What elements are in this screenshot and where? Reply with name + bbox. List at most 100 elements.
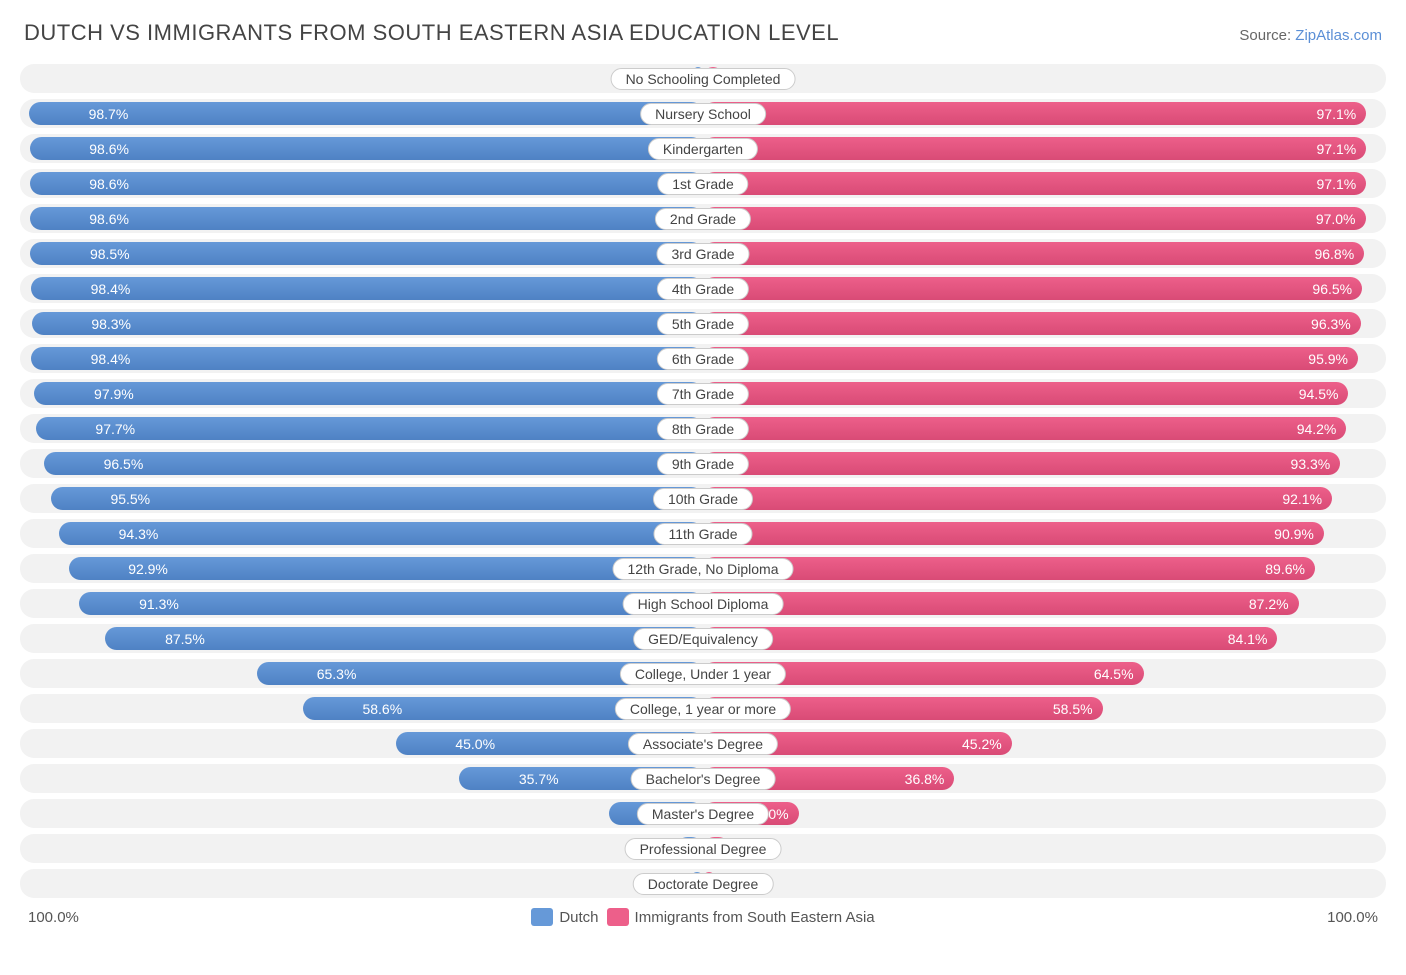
value-left: 98.6% <box>79 141 129 157</box>
legend: Dutch Immigrants from South Eastern Asia <box>531 908 874 926</box>
legend-label-dutch: Dutch <box>559 909 598 926</box>
category-label: Doctorate Degree <box>633 873 774 895</box>
value-left: 45.0% <box>445 736 495 752</box>
chart-row: 98.3% 96.3% 5th Grade <box>20 309 1386 338</box>
chart-row: 98.4% 95.9% 6th Grade <box>20 344 1386 373</box>
chart-row: 45.0%45.2%Associate's Degree <box>20 729 1386 758</box>
value-right: 94.2% <box>1297 421 1347 437</box>
chart-row: 97.9%94.5%7th Grade <box>20 379 1386 408</box>
bar-right <box>703 277 1362 300</box>
value-right: 96.8% <box>1314 246 1364 262</box>
value-left: 98.6% <box>79 176 129 192</box>
chart-row: 1.8%1.7%Doctorate Degree <box>20 869 1386 898</box>
chart-row: 58.6% 58.5% College, 1 year or more <box>20 694 1386 723</box>
category-label: Associate's Degree <box>628 733 778 755</box>
bar-right <box>703 312 1361 335</box>
value-right: 89.6% <box>1265 561 1315 577</box>
chart-row: 35.7% 36.8% Bachelor's Degree <box>20 764 1386 793</box>
category-label: 3rd Grade <box>656 243 749 265</box>
value-left: 65.3% <box>307 666 357 682</box>
chart-row: 98.6% 97.0% 2nd Grade <box>20 204 1386 233</box>
bar-left <box>30 172 703 195</box>
category-label: Kindergarten <box>648 138 758 160</box>
value-right: 97.1% <box>1317 176 1367 192</box>
value-right: 84.1% <box>1228 631 1278 647</box>
chart-row: 98.6% 97.1% Kindergarten <box>20 134 1386 163</box>
bar-right <box>703 522 1324 545</box>
chart-row: 1.4%2.9%No Schooling Completed <box>20 64 1386 93</box>
bar-right <box>703 172 1366 195</box>
bar-right <box>703 207 1366 230</box>
bar-right <box>703 452 1340 475</box>
category-label: 4th Grade <box>657 278 749 300</box>
legend-item-immigrants: Immigrants from South Eastern Asia <box>607 908 875 926</box>
bar-left <box>30 242 703 265</box>
value-left: 95.5% <box>100 491 150 507</box>
value-right: 96.3% <box>1311 316 1361 332</box>
category-label: 9th Grade <box>657 453 749 475</box>
bar-left <box>29 102 703 125</box>
value-right: 90.9% <box>1274 526 1324 542</box>
value-left: 97.7% <box>85 421 135 437</box>
bar-right <box>703 102 1366 125</box>
bar-left <box>30 137 703 160</box>
value-left: 94.3% <box>109 526 159 542</box>
value-left: 98.4% <box>81 281 131 297</box>
source-link[interactable]: ZipAtlas.com <box>1295 27 1382 44</box>
value-left: 35.7% <box>509 771 559 787</box>
category-label: No Schooling Completed <box>611 68 796 90</box>
value-right: 87.2% <box>1249 596 1299 612</box>
value-right: 58.5% <box>1053 701 1103 717</box>
value-right: 97.0% <box>1316 211 1366 227</box>
value-right: 94.5% <box>1299 386 1349 402</box>
chart-row: 98.6% 97.1% 1st Grade <box>20 169 1386 198</box>
legend-row: 100.0% Dutch Immigrants from South Easte… <box>20 908 1386 926</box>
category-label: College, 1 year or more <box>615 698 791 720</box>
chart-row: 65.3%64.5%College, Under 1 year <box>20 659 1386 688</box>
value-left: 58.6% <box>352 701 402 717</box>
value-left: 98.5% <box>80 246 130 262</box>
legend-item-dutch: Dutch <box>531 908 598 926</box>
value-left: 98.7% <box>79 106 129 122</box>
category-label: Bachelor's Degree <box>631 768 776 790</box>
axis-left-max: 100.0% <box>28 909 79 926</box>
bar-right <box>703 592 1299 615</box>
category-label: 6th Grade <box>657 348 749 370</box>
legend-swatch-dutch <box>531 908 553 926</box>
value-right: 96.5% <box>1312 281 1362 297</box>
category-label: GED/Equivalency <box>633 628 773 650</box>
legend-label-immigrants: Immigrants from South Eastern Asia <box>635 909 875 926</box>
value-left: 91.3% <box>129 596 179 612</box>
bar-right <box>703 137 1366 160</box>
category-label: 1st Grade <box>657 173 748 195</box>
value-right: 95.9% <box>1308 351 1358 367</box>
value-left: 92.9% <box>118 561 168 577</box>
bar-left <box>32 312 703 335</box>
legend-swatch-immigrants <box>607 908 629 926</box>
value-left: 87.5% <box>155 631 205 647</box>
chart-row: 92.9%89.6%12th Grade, No Diploma <box>20 554 1386 583</box>
bar-left <box>31 347 703 370</box>
bar-right <box>703 487 1332 510</box>
bar-left <box>34 382 703 405</box>
bar-right <box>703 382 1348 405</box>
bar-right <box>703 557 1315 580</box>
value-right: 36.8% <box>905 771 955 787</box>
value-left: 98.6% <box>79 211 129 227</box>
category-label: Nursery School <box>640 103 766 125</box>
category-label: 2nd Grade <box>655 208 751 230</box>
value-right: 97.1% <box>1317 106 1367 122</box>
chart-row: 95.5%92.1%10th Grade <box>20 484 1386 513</box>
chart-row: 4.0%4.0%Professional Degree <box>20 834 1386 863</box>
chart-header: DUTCH VS IMMIGRANTS FROM SOUTH EASTERN A… <box>20 20 1386 46</box>
category-label: 7th Grade <box>657 383 749 405</box>
axis-right-max: 100.0% <box>1327 909 1378 926</box>
value-left: 98.3% <box>81 316 131 332</box>
category-label: 5th Grade <box>657 313 749 335</box>
value-right: 64.5% <box>1094 666 1144 682</box>
value-right: 97.1% <box>1317 141 1367 157</box>
category-label: 11th Grade <box>653 523 752 545</box>
value-left: 98.4% <box>81 351 131 367</box>
chart-row: 94.3% 90.9% 11th Grade <box>20 519 1386 548</box>
chart-row: 97.7%94.2%8th Grade <box>20 414 1386 443</box>
